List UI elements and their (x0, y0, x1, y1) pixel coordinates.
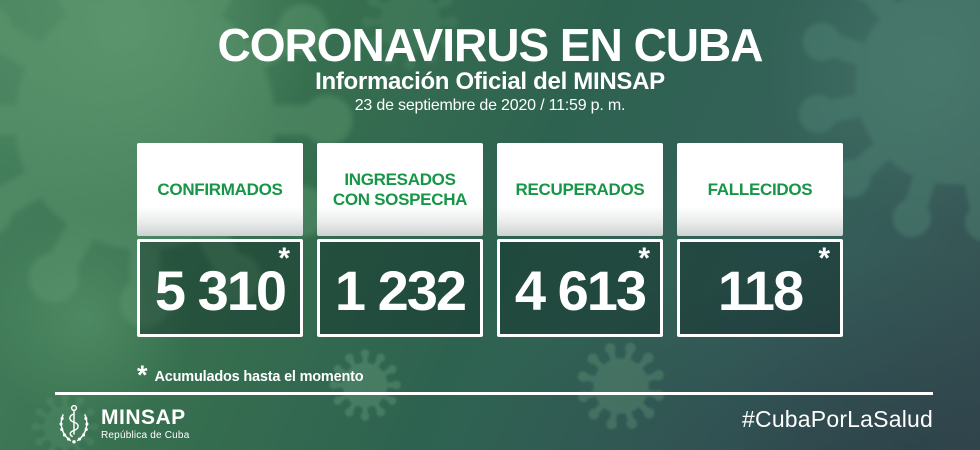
stat-card-value-box: 5 310 * (137, 239, 303, 337)
stat-card-label: INGRESADOS CON SOSPECHA (317, 143, 483, 236)
stat-card-label: CONFIRMADOS (137, 143, 303, 236)
stat-card-number: 4 613 (514, 259, 647, 322)
page-subtitle: Información Oficial del MINSAP (315, 68, 665, 95)
stat-card-fallecidos: FALLECIDOS 118 * (677, 143, 843, 337)
stat-card-number: 118 (717, 259, 804, 322)
stat-card-number: 1 232 (334, 259, 467, 322)
stat-card-ingresados: INGRESADOS CON SOSPECHA 1 232 (317, 143, 483, 337)
page-title: CORONAVIRUS EN CUBA (217, 19, 764, 71)
stat-card-number: 5 310 (154, 259, 287, 322)
virus-particle-icon (567, 332, 675, 440)
stats-row: CONFIRMADOS 5 310 * INGRESADOS CON SOSPE… (0, 143, 980, 337)
minsap-logo: MINSAP República de Cuba (55, 403, 189, 445)
stat-card-asterisk: * (278, 242, 290, 275)
stat-card-label: RECUPERADOS (497, 143, 663, 236)
org-subtitle: República de Cuba (101, 429, 190, 441)
report-date: 23 de septiembre de 2020 / 11:59 p. m. (354, 97, 626, 114)
minsap-wordmark: MINSAP República de Cuba (101, 406, 190, 441)
footnote-asterisk: * (137, 360, 148, 390)
minsap-emblem-icon (59, 404, 89, 444)
stat-card-asterisk: * (638, 242, 650, 275)
stat-card-confirmados: CONFIRMADOS 5 310 * (137, 143, 303, 337)
stat-card-label: FALLECIDOS (677, 143, 843, 236)
stat-card-asterisk: * (818, 242, 830, 275)
stat-card-recuperados: RECUPERADOS 4 613 * (497, 143, 663, 337)
footer-divider (55, 392, 933, 395)
campaign-hashtag: #CubaPorLaSalud (742, 406, 933, 432)
footnote-text: Acumulados hasta el momento (154, 369, 364, 385)
stat-card-value-box: 1 232 (317, 239, 483, 337)
stat-card-value-box: 118 * (677, 239, 843, 337)
stat-card-value-box: 4 613 * (497, 239, 663, 337)
footnote: * Acumulados hasta el momento (137, 360, 364, 390)
org-name: MINSAP (101, 406, 186, 430)
